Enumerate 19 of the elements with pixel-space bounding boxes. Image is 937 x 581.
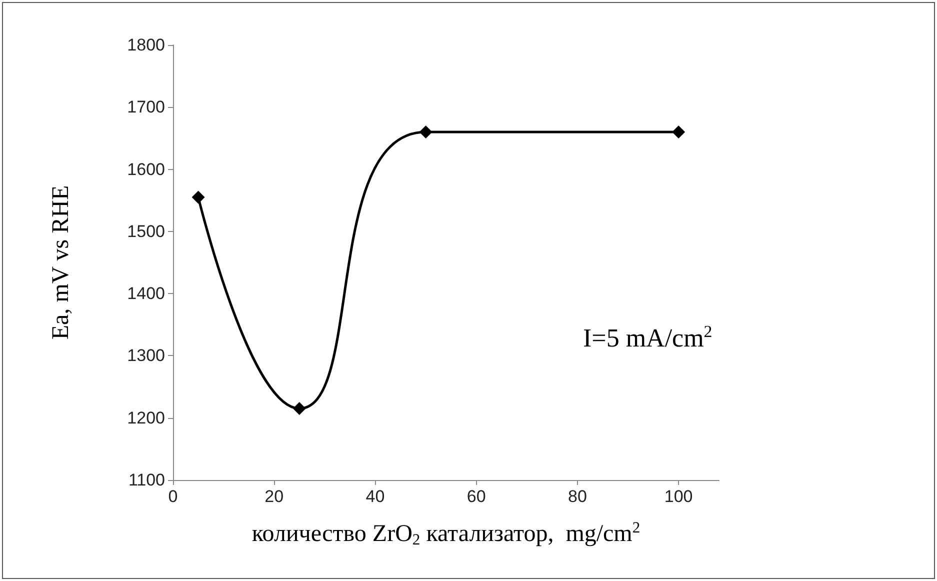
point (192, 190, 205, 204)
y-tick-label: 1200 (127, 408, 165, 428)
y-axis-title: Ea, mV vs RHE (48, 185, 74, 340)
point (419, 126, 432, 138)
point (672, 126, 686, 138)
x-tick-label: 20 (264, 487, 284, 506)
x-tick-label: 60 (466, 487, 486, 506)
x-tick-label: 40 (366, 487, 385, 506)
point (292, 402, 306, 416)
x-tick-label: 100 (664, 487, 693, 506)
y-tick-label: 1300 (127, 346, 165, 366)
y-tick-label: 1100 (128, 470, 165, 490)
y-tick-label: 1600 (127, 160, 165, 179)
y-tick-label: 1500 (127, 222, 165, 241)
y-tick-label: 1700 (127, 98, 165, 117)
x-tick-label: 0 (168, 487, 178, 506)
y-tick-label: 1800 (127, 36, 165, 54)
y-tick-label: 1400 (127, 284, 165, 304)
x-tick-label: 80 (568, 487, 587, 506)
